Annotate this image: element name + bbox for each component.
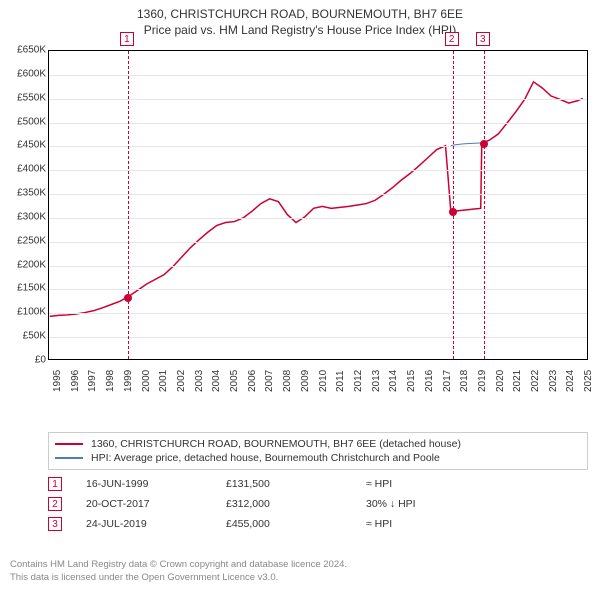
y-axis-label: £250K [4, 235, 46, 246]
series-line [451, 143, 482, 146]
x-axis-label: 2007 [264, 370, 275, 392]
gridline [49, 313, 587, 314]
marker-guideline [453, 51, 454, 359]
gridline [49, 266, 587, 267]
x-axis-label: 2025 [583, 370, 594, 392]
x-axis-label: 1995 [52, 370, 63, 392]
x-axis-label: 1999 [123, 370, 134, 392]
table-row: 3 24-JUL-2019 £455,000 ≈ HPI [48, 514, 588, 534]
gridline [49, 218, 587, 219]
x-axis-label: 2015 [406, 370, 417, 392]
legend: 1360, CHRISTCHURCH ROAD, BOURNEMOUTH, BH… [48, 432, 588, 470]
gridline [49, 194, 587, 195]
x-axis-label: 2024 [565, 370, 576, 392]
transaction-price: £455,000 [226, 518, 366, 530]
x-axis-label: 2023 [548, 370, 559, 392]
y-axis-label: £300K [4, 211, 46, 222]
transaction-price: £312,000 [226, 498, 366, 510]
marker-dot-icon [124, 294, 132, 302]
x-axis-label: 2005 [229, 370, 240, 392]
legend-label: HPI: Average price, detached house, Bour… [91, 452, 440, 464]
y-axis-label: £150K [4, 283, 46, 294]
transactions-table: 1 16-JUN-1999 £131,500 ≈ HPI 2 20-OCT-20… [48, 474, 588, 534]
legend-swatch [55, 457, 83, 459]
transaction-marker-icon: 2 [48, 497, 62, 511]
transaction-date: 24-JUL-2019 [86, 518, 226, 530]
y-axis-label: £550K [4, 92, 46, 103]
x-axis-label: 2009 [300, 370, 311, 392]
chart-title-line2: Price paid vs. HM Land Registry's House … [0, 22, 600, 38]
x-axis-label: 2014 [388, 370, 399, 392]
table-row: 2 20-OCT-2017 £312,000 30% ↓ HPI [48, 494, 588, 514]
y-axis-label: £200K [4, 259, 46, 270]
transaction-delta: 30% ↓ HPI [366, 498, 588, 510]
y-axis-label: £400K [4, 164, 46, 175]
gridline [49, 289, 587, 290]
x-axis-label: 2001 [158, 370, 169, 392]
x-axis-label: 1997 [87, 370, 98, 392]
x-axis-label: 2013 [371, 370, 382, 392]
transaction-date: 16-JUN-1999 [86, 478, 226, 490]
footer-line: This data is licensed under the Open Gov… [10, 572, 347, 584]
y-axis-label: £500K [4, 116, 46, 127]
gridline [49, 99, 587, 100]
gridline [49, 242, 587, 243]
marker-dot-icon [449, 208, 457, 216]
y-axis-label: £600K [4, 68, 46, 79]
legend-swatch [55, 443, 83, 445]
y-axis-label: £650K [4, 45, 46, 56]
x-axis-label: 2002 [176, 370, 187, 392]
x-axis-label: 2004 [211, 370, 222, 392]
marker-guideline [484, 51, 485, 359]
chart-title-block: 1360, CHRISTCHURCH ROAD, BOURNEMOUTH, BH… [0, 0, 600, 38]
gridline [49, 146, 587, 147]
transaction-marker-icon: 3 [48, 517, 62, 531]
x-axis-label: 2019 [477, 370, 488, 392]
y-axis-label: £100K [4, 307, 46, 318]
chart-container: £0 £50K £100K £150K £200K £250K £300K £350K £400… [0, 42, 600, 412]
gridline [49, 75, 587, 76]
x-axis-label: 2021 [512, 370, 523, 392]
y-axis-label: £0 [4, 355, 46, 366]
marker-number-box: 1 [120, 32, 134, 46]
footer-line: Contains HM Land Registry data © Crown c… [10, 559, 347, 571]
y-axis-label: £450K [4, 140, 46, 151]
x-axis-label: 2022 [530, 370, 541, 392]
gridline [49, 123, 587, 124]
transaction-delta: ≈ HPI [366, 478, 588, 490]
x-axis-label: 2016 [424, 370, 435, 392]
y-axis-label: £350K [4, 188, 46, 199]
chart-title-line1: 1360, CHRISTCHURCH ROAD, BOURNEMOUTH, BH… [0, 6, 600, 22]
marker-number-box: 3 [476, 32, 490, 46]
table-row: 1 16-JUN-1999 £131,500 ≈ HPI [48, 474, 588, 494]
x-axis-label: 1996 [70, 370, 81, 392]
x-axis-label: 2018 [459, 370, 470, 392]
x-axis-label: 2006 [247, 370, 258, 392]
marker-number-box: 2 [445, 32, 459, 46]
x-axis-label: 1998 [105, 370, 116, 392]
transaction-price: £131,500 [226, 478, 366, 490]
x-axis-label: 2000 [141, 370, 152, 392]
transaction-delta: ≈ HPI [366, 518, 588, 530]
x-axis-label: 2003 [194, 370, 205, 392]
transaction-date: 20-OCT-2017 [86, 498, 226, 510]
plot-area [48, 50, 588, 360]
x-axis-label: 2020 [495, 370, 506, 392]
marker-guideline [128, 51, 129, 359]
x-axis-label: 2008 [282, 370, 293, 392]
series-line [50, 82, 583, 317]
legend-item: HPI: Average price, detached house, Bour… [55, 451, 581, 465]
x-axis-label: 2017 [442, 370, 453, 392]
y-axis-label: £50K [4, 331, 46, 342]
x-axis-label: 2012 [353, 370, 364, 392]
legend-label: 1360, CHRISTCHURCH ROAD, BOURNEMOUTH, BH… [91, 438, 461, 450]
x-axis-label: 2011 [335, 370, 346, 392]
legend-item: 1360, CHRISTCHURCH ROAD, BOURNEMOUTH, BH… [55, 437, 581, 451]
gridline [49, 337, 587, 338]
marker-dot-icon [480, 140, 488, 148]
gridline [49, 170, 587, 171]
x-axis-label: 2010 [318, 370, 329, 392]
transaction-marker-icon: 1 [48, 477, 62, 491]
footer-attribution: Contains HM Land Registry data © Crown c… [10, 559, 347, 584]
